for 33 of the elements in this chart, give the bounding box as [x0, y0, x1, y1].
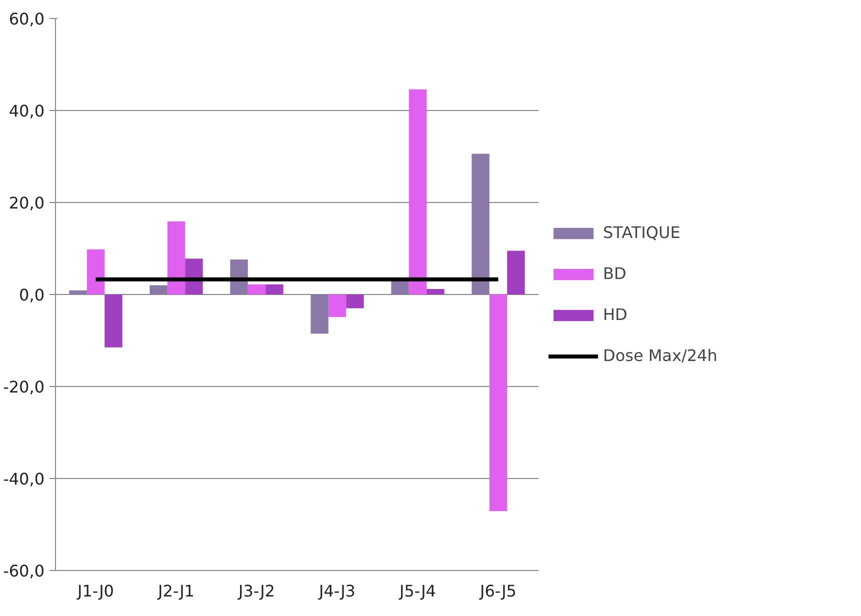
bar	[310, 294, 328, 334]
legend-label: BD	[603, 264, 626, 283]
y-tick-label: 40,0	[8, 102, 44, 120]
bar	[150, 285, 168, 294]
bar	[472, 154, 490, 294]
x-tick-label: J1-J0	[76, 582, 114, 600]
bar	[248, 284, 266, 294]
bar	[391, 280, 409, 294]
bar	[426, 288, 444, 294]
legend-label: HD	[603, 305, 628, 324]
x-tick-label: J6-J5	[479, 582, 516, 600]
x-tick-label: J2-J1	[157, 582, 194, 600]
legend-label: Dose Max/24h	[603, 346, 718, 365]
bar	[489, 294, 508, 512]
x-tick-label: J3-J2	[238, 582, 275, 600]
y-tick-label: -40,0	[3, 470, 45, 488]
y-tick-label: 60,0	[8, 10, 44, 28]
y-tick-label: 20,0	[8, 194, 44, 212]
x-tick-label: J4-J3	[318, 582, 356, 600]
bar	[69, 290, 87, 294]
bar	[104, 294, 122, 348]
y-tick-label: -60,0	[3, 562, 45, 580]
bar	[266, 284, 284, 294]
y-tick-label: 0,0	[19, 286, 45, 304]
legend-label: STATIQUE	[603, 223, 680, 242]
bar	[86, 249, 105, 294]
y-tick-label: -20,0	[3, 378, 45, 396]
x-tick-label: J5-J4	[398, 582, 436, 600]
bar	[328, 294, 346, 318]
bar	[167, 221, 186, 294]
bar	[507, 250, 525, 294]
bar	[408, 89, 427, 294]
bar	[346, 294, 364, 308]
